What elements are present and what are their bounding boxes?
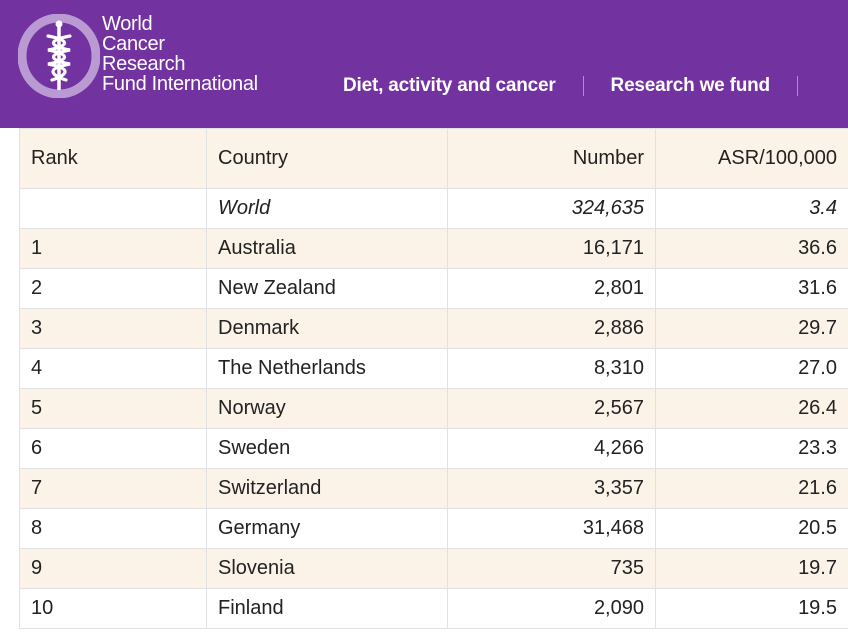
- cell-country: Slovenia: [206, 548, 448, 589]
- table-row: 7 Switzerland 3,357 21.6: [19, 468, 848, 509]
- cell-country: World: [206, 188, 448, 229]
- cell-number: 31,468: [447, 508, 656, 549]
- cell-asr: 31.6: [655, 268, 848, 309]
- table-row: 4 The Netherlands 8,310 27.0: [19, 348, 848, 389]
- nav-divider: [582, 76, 584, 96]
- logo-wordmark: World Cancer Research Fund International: [102, 14, 258, 94]
- logo-line: Research: [102, 53, 186, 75]
- cell-rank: 4: [19, 348, 207, 389]
- main-nav: Diet, activity and cancer Research we fu…: [343, 72, 825, 100]
- cell-number: 4,266: [447, 428, 656, 469]
- cell-number: 2,090: [447, 588, 656, 629]
- header-rank: Rank: [19, 128, 207, 189]
- table-row: 2 New Zealand 2,801 31.6: [19, 268, 848, 309]
- cell-country: Switzerland: [206, 468, 448, 509]
- cell-asr: 3.4: [655, 188, 848, 229]
- cell-rank: 9: [19, 548, 207, 589]
- cell-asr: 19.7: [655, 548, 848, 589]
- cell-rank: 1: [19, 228, 207, 269]
- cell-country: Germany: [206, 508, 448, 549]
- cell-rank: [19, 188, 207, 229]
- header-asr: ASR/100,000: [655, 128, 848, 189]
- cell-number: 324,635: [447, 188, 656, 229]
- cell-asr: 29.7: [655, 308, 848, 349]
- cell-number: 735: [447, 548, 656, 589]
- wcrf-logo[interactable]: World Cancer Research Fund International: [18, 14, 308, 104]
- table-header-row: Rank Country Number ASR/100,000: [19, 128, 848, 189]
- cell-rank: 2: [19, 268, 207, 309]
- cancer-rates-table: Rank Country Number ASR/100,000 World 32…: [19, 128, 848, 629]
- table-row: 8 Germany 31,468 20.5: [19, 508, 848, 549]
- nav-divider: [796, 76, 798, 96]
- cell-asr: 21.6: [655, 468, 848, 509]
- cell-number: 8,310: [447, 348, 656, 389]
- cell-asr: 27.0: [655, 348, 848, 389]
- table-row-world: World 324,635 3.4: [19, 188, 848, 229]
- cell-country: Norway: [206, 388, 448, 429]
- nav-research-we-fund[interactable]: Research we fund: [610, 75, 771, 96]
- logo-line: World: [102, 13, 153, 35]
- cell-rank: 3: [19, 308, 207, 349]
- cell-number: 16,171: [447, 228, 656, 269]
- logo-line: Fund International: [102, 73, 258, 95]
- cell-number: 2,567: [447, 388, 656, 429]
- cell-rank: 8: [19, 508, 207, 549]
- cell-country: The Netherlands: [206, 348, 448, 389]
- table-row: 5 Norway 2,567 26.4: [19, 388, 848, 429]
- logo-line: Cancer: [102, 33, 165, 55]
- cell-number: 2,886: [447, 308, 656, 349]
- cell-country: Sweden: [206, 428, 448, 469]
- cell-rank: 7: [19, 468, 207, 509]
- cell-rank: 5: [19, 388, 207, 429]
- table-row: 10 Finland 2,090 19.5: [19, 588, 848, 629]
- cell-asr: 26.4: [655, 388, 848, 429]
- cell-number: 3,357: [447, 468, 656, 509]
- cell-asr: 36.6: [655, 228, 848, 269]
- cell-country: Australia: [206, 228, 448, 269]
- header-number: Number: [447, 128, 656, 189]
- cell-asr: 19.5: [655, 588, 848, 629]
- caduceus-icon: [18, 14, 100, 98]
- cell-country: Finland: [206, 588, 448, 629]
- table-row: 3 Denmark 2,886 29.7: [19, 308, 848, 349]
- cell-rank: 6: [19, 428, 207, 469]
- cell-asr: 20.5: [655, 508, 848, 549]
- cell-country: Denmark: [206, 308, 448, 349]
- header-country: Country: [206, 128, 448, 189]
- cell-number: 2,801: [447, 268, 656, 309]
- cell-asr: 23.3: [655, 428, 848, 469]
- cell-rank: 10: [19, 588, 207, 629]
- site-header: World Cancer Research Fund International…: [0, 0, 848, 128]
- cell-country: New Zealand: [206, 268, 448, 309]
- table-row: 9 Slovenia 735 19.7: [19, 548, 848, 589]
- table-row: 6 Sweden 4,266 23.3: [19, 428, 848, 469]
- nav-diet-activity-cancer[interactable]: Diet, activity and cancer: [343, 75, 556, 96]
- table-row: 1 Australia 16,171 36.6: [19, 228, 848, 269]
- cancer-rates-table-container: Rank Country Number ASR/100,000 World 32…: [19, 128, 848, 629]
